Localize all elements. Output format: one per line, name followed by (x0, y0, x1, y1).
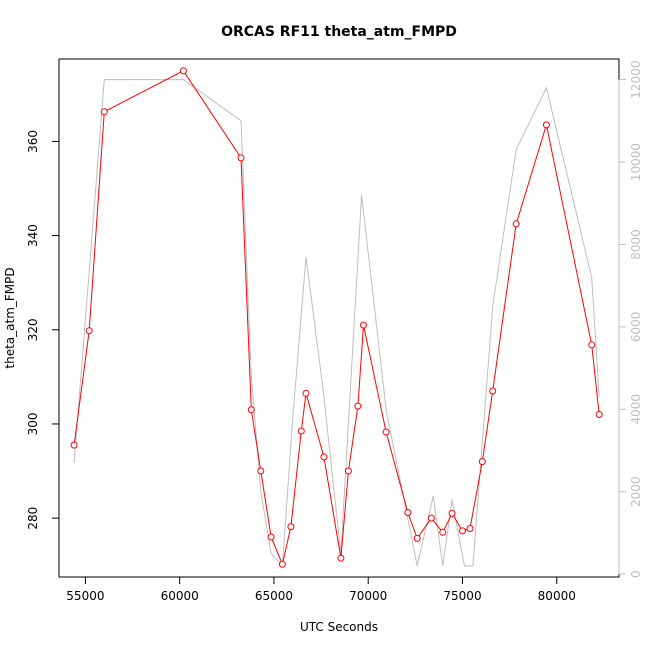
y-tick-label: 320 (26, 318, 40, 341)
y2-tick-label: 8000 (629, 229, 643, 260)
series-primary-point (247, 406, 255, 414)
series-primary (70, 67, 603, 568)
series-primary-point (588, 341, 596, 349)
x-axis-label: UTC Seconds (300, 620, 378, 634)
y2-tick-label: 2000 (629, 476, 643, 507)
y-tick-label: 300 (26, 413, 40, 436)
series-primary-point (278, 560, 286, 568)
series-primary-point (320, 453, 328, 461)
x-tick-label: 60000 (161, 589, 199, 603)
x-tick-label: 80000 (538, 589, 576, 603)
y2-tick-label: 0 (629, 570, 643, 578)
y2-tick-label: 6000 (629, 312, 643, 343)
series-primary-point (179, 67, 187, 75)
series-primary-point (512, 220, 520, 228)
series-primary-point (257, 467, 265, 475)
y-axis-right: 0 2000 4000 6000 8000 10000 12000 (618, 61, 643, 578)
x-tick-label: 65000 (255, 589, 293, 603)
series-primary-point (337, 554, 345, 562)
x-axis: 55000 60000 65000 70000 75000 80000 (66, 576, 576, 603)
plot-frame (58, 58, 620, 578)
series-primary-point (404, 509, 412, 516)
series-primary-point (439, 528, 447, 536)
series-secondary-line (73, 79, 600, 568)
y-tick-label: 280 (26, 507, 40, 530)
series-primary-point (595, 411, 603, 418)
y-axis-left: 280 300 320 340 360 (26, 130, 60, 530)
series-primary-point (413, 534, 421, 542)
series-primary-point (297, 427, 305, 435)
series-primary-point (344, 467, 352, 475)
y-tick-label: 340 (26, 224, 40, 247)
series-primary-point (448, 509, 456, 517)
chart-title: ORCAS RF11 theta_atm_FMPD (221, 24, 457, 40)
y2-tick-label: 12000 (629, 61, 643, 99)
series-primary-point (237, 154, 245, 162)
x-tick-label: 75000 (443, 589, 481, 603)
series-primary-point (70, 441, 78, 449)
series-primary-point (427, 514, 435, 522)
series-primary-line (73, 70, 600, 566)
series-primary-point (478, 458, 486, 466)
series-primary-point (489, 387, 497, 395)
x-tick-label: 70000 (349, 589, 387, 603)
series-primary-point (466, 525, 474, 532)
series-primary-point (459, 527, 466, 535)
series-primary-point (354, 402, 362, 410)
series-primary-point (302, 389, 310, 397)
y-tick-label: 360 (26, 130, 40, 153)
series-primary-point (360, 321, 367, 329)
series-primary-point (382, 428, 390, 436)
x-tick-label: 55000 (66, 589, 104, 603)
series-primary-point (267, 533, 275, 541)
series-primary-point (287, 523, 295, 531)
series-primary-point (100, 108, 108, 116)
y2-tick-label: 4000 (629, 394, 643, 425)
y-axis-label: theta_atm_FMPD (3, 267, 17, 368)
y2-tick-label: 10000 (629, 143, 643, 181)
series-primary-point (85, 327, 93, 335)
series-primary-point (542, 121, 550, 129)
series-secondary (73, 79, 600, 568)
